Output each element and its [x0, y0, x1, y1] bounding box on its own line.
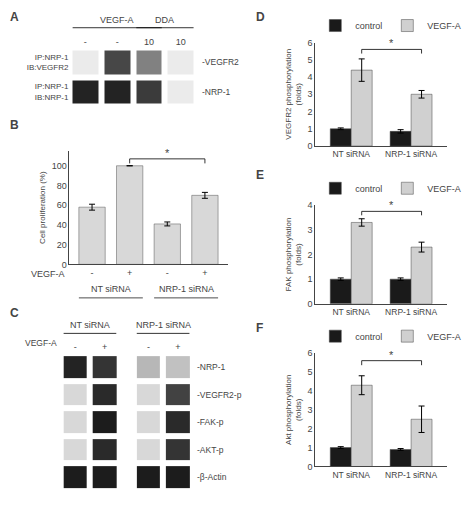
svg-text:0: 0 [307, 141, 312, 151]
svg-text:3: 3 [307, 89, 312, 99]
svg-text:Akt phosphorylation(folds): Akt phosphorylation(folds) [284, 375, 303, 445]
svg-text:VEGF-A: VEGF-A [100, 15, 134, 25]
svg-text:-NRP-1: -NRP-1 [202, 87, 231, 97]
svg-text:-VEGFR2-p: -VEGFR2-p [197, 390, 242, 400]
svg-text:NRP-1 siRNA: NRP-1 siRNA [385, 470, 437, 480]
svg-text:A: A [10, 10, 19, 24]
svg-text:NT siRNA: NT siRNA [332, 470, 370, 480]
svg-text:-AKT-p: -AKT-p [197, 445, 224, 455]
svg-text:60: 60 [57, 200, 67, 210]
svg-text:control: control [355, 332, 382, 342]
svg-text:NT siRNA: NT siRNA [332, 307, 370, 317]
svg-text:control: control [355, 21, 382, 31]
svg-text:1: 1 [307, 124, 312, 134]
svg-text:*: * [389, 37, 394, 49]
svg-text:40: 40 [57, 220, 67, 230]
svg-text:2: 2 [307, 424, 312, 434]
svg-text:1: 1 [307, 443, 312, 453]
svg-text:5: 5 [307, 55, 312, 65]
svg-text:3: 3 [307, 405, 312, 415]
svg-text:80: 80 [57, 181, 67, 191]
svg-text:D: D [256, 10, 265, 24]
svg-text:-: - [74, 342, 77, 352]
svg-text:-β-Actin: -β-Actin [197, 472, 227, 482]
svg-text:6: 6 [307, 348, 312, 358]
svg-text:NRP-1 siRNA: NRP-1 siRNA [159, 284, 214, 294]
svg-text:NT siRNA: NT siRNA [91, 284, 131, 294]
svg-text:100: 100 [52, 161, 67, 171]
svg-text:DDA: DDA [155, 15, 174, 25]
svg-text:control: control [355, 184, 382, 194]
svg-text:-: - [84, 37, 87, 47]
svg-text:+: + [102, 342, 107, 352]
svg-text:E: E [256, 168, 264, 182]
svg-text:-: - [116, 37, 119, 47]
svg-text:C: C [10, 306, 19, 320]
svg-text:-FAK-p: -FAK-p [197, 417, 224, 427]
svg-text:VEGF-A: VEGF-A [427, 184, 461, 194]
svg-text:5: 5 [307, 367, 312, 377]
svg-text:NRP-1 siRNA: NRP-1 siRNA [385, 149, 437, 159]
svg-text:-NRP-1: -NRP-1 [197, 362, 226, 372]
svg-text:4: 4 [307, 72, 312, 82]
svg-text:VEGF-A: VEGF-A [427, 332, 461, 342]
svg-text:*: * [165, 147, 170, 159]
svg-text:0: 0 [62, 260, 67, 270]
svg-text:IP:NRP-1IB:VEGFR2: IP:NRP-1IB:VEGFR2 [27, 53, 69, 72]
svg-text:2: 2 [307, 107, 312, 117]
svg-text:FAK phosphorylation(folds): FAK phosphorylation(folds) [284, 218, 303, 292]
svg-text:IP:NRP-1IB:NRP-1: IP:NRP-1IB:NRP-1 [35, 82, 69, 101]
svg-text:*: * [389, 199, 394, 211]
svg-text:VEGF-A: VEGF-A [25, 338, 57, 348]
svg-text:NT siRNA: NT siRNA [70, 320, 110, 330]
svg-text:-: - [91, 268, 94, 278]
svg-text:0: 0 [307, 299, 312, 309]
svg-text:2: 2 [307, 250, 312, 260]
svg-text:-VEGFR2: -VEGFR2 [202, 57, 239, 67]
svg-text:+: + [202, 268, 207, 278]
svg-text:NRP-1 siRNA: NRP-1 siRNA [385, 307, 437, 317]
svg-text:NT siRNA: NT siRNA [332, 149, 370, 159]
svg-text:10: 10 [176, 37, 186, 47]
svg-text:NRP-1 siRNA: NRP-1 siRNA [136, 320, 191, 330]
svg-text:F: F [256, 321, 263, 335]
svg-text:*: * [389, 349, 394, 361]
svg-text:4: 4 [307, 200, 312, 210]
svg-text:4: 4 [307, 386, 312, 396]
svg-text:VEGF-A: VEGF-A [427, 21, 461, 31]
svg-text:B: B [10, 118, 19, 132]
svg-text:10: 10 [144, 37, 154, 47]
svg-text:20: 20 [57, 240, 67, 250]
svg-text:VEGF-A: VEGF-A [31, 269, 65, 279]
svg-text:+: + [127, 268, 132, 278]
svg-text:Cell proliferation (%): Cell proliferation (%) [38, 171, 47, 244]
svg-text:3: 3 [307, 225, 312, 235]
svg-text:6: 6 [307, 38, 312, 48]
svg-text:+: + [175, 342, 180, 352]
svg-text:0: 0 [307, 462, 312, 472]
svg-text:-: - [147, 342, 150, 352]
svg-text:VEGFR2 phosphorylation(folds): VEGFR2 phosphorylation(folds) [284, 49, 303, 140]
svg-text:-: - [166, 268, 169, 278]
svg-text:1: 1 [307, 274, 312, 284]
